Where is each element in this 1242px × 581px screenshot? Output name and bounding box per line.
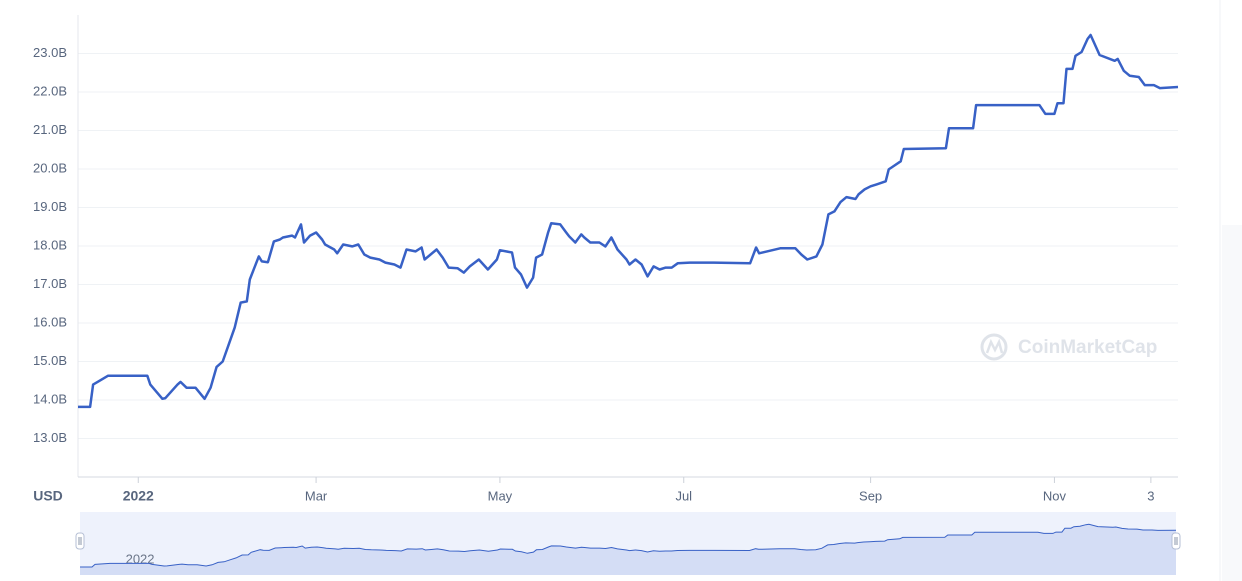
y-tick-label: 23.0B bbox=[33, 45, 67, 60]
navigator-handle[interactable] bbox=[1171, 532, 1181, 550]
y-tick-label: 19.0B bbox=[33, 199, 67, 214]
y-tick-label: 15.0B bbox=[33, 353, 67, 368]
navigator-handle[interactable] bbox=[75, 532, 85, 550]
x-tick-label: Sep bbox=[859, 488, 882, 503]
y-tick-label: 22.0B bbox=[33, 83, 67, 98]
navigator-area bbox=[80, 524, 1176, 575]
navigator-tick-label: 2022 bbox=[126, 551, 155, 566]
side-panel bbox=[1222, 225, 1242, 581]
y-tick-label: 16.0B bbox=[33, 314, 67, 329]
watermark-text: CoinMarketCap bbox=[1018, 337, 1157, 358]
y-tick-label: 21.0B bbox=[33, 122, 67, 137]
y-tick-label: 17.0B bbox=[33, 276, 67, 291]
x-tick-label: 3 bbox=[1147, 488, 1154, 503]
y-tick-label: 20.0B bbox=[33, 160, 67, 175]
price-line bbox=[78, 33, 1179, 409]
y-tick-label: 13.0B bbox=[33, 430, 67, 445]
y-tick-label: 14.0B bbox=[33, 391, 67, 406]
navigator-line bbox=[80, 523, 1177, 568]
watermark-logo-m bbox=[985, 338, 1004, 354]
x-tick-label: 2022 bbox=[123, 488, 154, 504]
x-tick-label: Mar bbox=[305, 488, 328, 503]
x-tick-label: Jul bbox=[675, 488, 692, 503]
x-tick-label: May bbox=[488, 488, 513, 503]
watermark-logo bbox=[980, 333, 1008, 361]
watermark: CoinMarketCap bbox=[980, 333, 1157, 361]
currency-label: USD bbox=[33, 488, 63, 504]
y-tick-label: 18.0B bbox=[33, 237, 67, 252]
x-tick-label: Nov bbox=[1043, 488, 1067, 503]
